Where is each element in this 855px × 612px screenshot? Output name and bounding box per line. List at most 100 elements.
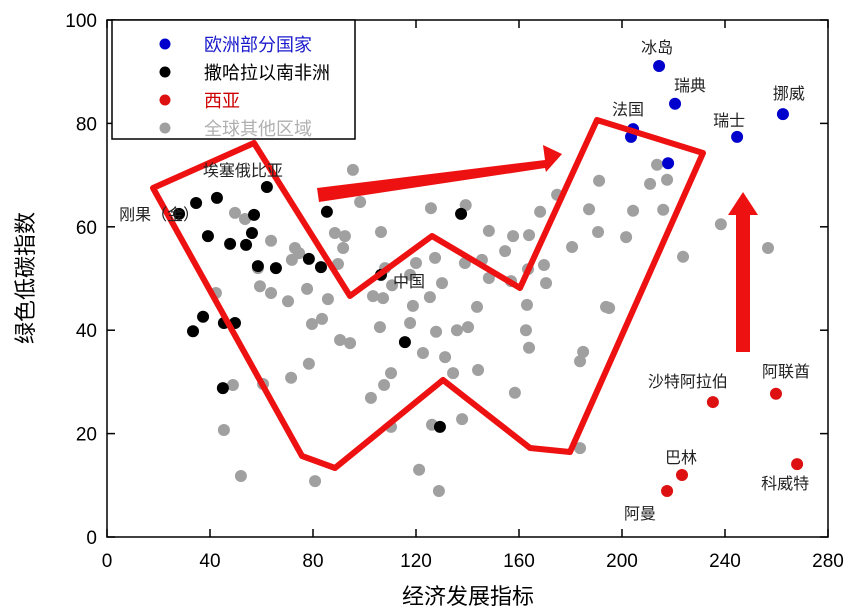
data-point: [398, 336, 411, 349]
point-label: 法国: [612, 100, 644, 119]
data-point: [385, 367, 398, 380]
data-point: [471, 300, 484, 313]
data-point: [459, 199, 472, 212]
data-point: [534, 205, 547, 218]
data-point: [301, 282, 314, 295]
data-point: [302, 357, 315, 370]
y-tick-label: 40: [76, 321, 97, 342]
data-point: [657, 203, 670, 216]
data-point: [433, 420, 446, 433]
data-point: [429, 251, 442, 264]
x-tick-label: 80: [302, 551, 323, 572]
data-points: [173, 60, 804, 497]
data-point: [653, 60, 666, 73]
data-point: [251, 260, 264, 273]
y-tick-label: 80: [76, 114, 97, 135]
data-point: [450, 324, 463, 337]
data-point: [201, 230, 214, 243]
data-point: [455, 207, 468, 220]
data-point: [293, 247, 306, 260]
data-point: [253, 280, 266, 293]
data-point: [540, 277, 553, 290]
data-point: [762, 241, 775, 254]
point-label: 阿联酋: [762, 362, 810, 381]
legend-box: [111, 19, 356, 140]
data-point: [314, 261, 327, 274]
data-point: [226, 379, 239, 392]
point-label: 瑞典: [674, 76, 706, 95]
data-point: [346, 163, 359, 176]
data-point: [662, 157, 675, 170]
x-tick-label: 160: [503, 551, 535, 572]
data-point: [566, 240, 579, 253]
data-point: [386, 279, 399, 292]
data-point: [627, 204, 640, 217]
arrow-up: [728, 192, 758, 352]
data-point: [791, 458, 804, 471]
data-point: [285, 371, 298, 384]
y-tick-label: 20: [76, 425, 97, 446]
data-point: [706, 396, 719, 409]
data-point: [197, 310, 210, 323]
data-point: [776, 108, 789, 121]
point-label: 科威特: [761, 474, 809, 493]
data-point: [600, 300, 613, 313]
data-point: [472, 364, 485, 377]
legend-label: 欧洲部分国家: [204, 35, 312, 56]
data-point: [302, 252, 315, 265]
data-point: [537, 259, 550, 272]
data-point: [519, 324, 532, 337]
data-point: [316, 312, 329, 325]
data-point: [424, 202, 437, 215]
data-point: [309, 475, 322, 488]
data-point: [439, 351, 452, 364]
x-tick-label: 0: [102, 551, 113, 572]
point-label: 瑞士: [713, 111, 745, 130]
data-point: [520, 298, 533, 311]
data-point: [344, 337, 357, 350]
data-point: [245, 227, 258, 240]
data-point: [482, 271, 495, 284]
data-point: [260, 180, 273, 193]
data-point: [190, 197, 203, 210]
data-point: [228, 206, 241, 219]
point-label: 阿曼: [624, 504, 656, 523]
data-point: [413, 463, 426, 476]
data-point: [675, 468, 688, 481]
data-point: [248, 208, 261, 221]
y-axis-label: 绿色低碳指数: [14, 212, 39, 344]
red-annotations: [150, 117, 758, 471]
data-point: [377, 292, 390, 305]
data-point: [337, 241, 350, 254]
legend-label: 全球其他区域: [204, 119, 312, 140]
data-point: [410, 256, 422, 269]
x-tick-label: 240: [709, 551, 741, 572]
data-point: [462, 321, 475, 334]
data-point: [406, 299, 419, 312]
data-point: [374, 225, 387, 238]
legend-marker: [159, 122, 171, 134]
data-point: [499, 245, 512, 258]
data-point: [321, 293, 334, 306]
data-point: [187, 325, 200, 338]
data-point: [320, 205, 333, 218]
data-point: [661, 173, 674, 186]
point-label: 刚果（金）: [119, 205, 199, 224]
data-point: [583, 203, 596, 216]
legend-marker: [159, 94, 171, 106]
legend-marker: [159, 38, 171, 50]
data-point: [644, 177, 657, 190]
data-point: [366, 290, 379, 303]
data-point: [282, 295, 295, 308]
x-axis-label: 经济发展指标: [402, 585, 534, 610]
data-point: [523, 341, 536, 354]
w-shape-outline: [150, 117, 706, 471]
x-tick-label: 280: [812, 551, 844, 572]
legend-label: 撒哈拉以南非洲: [204, 63, 330, 84]
point-label: 巴林: [665, 448, 697, 467]
data-point: [677, 250, 690, 263]
point-label: 挪威: [773, 84, 805, 103]
axes: 0 40 80 120 160 200 240 280 0 20 40 60 80 100: [65, 11, 844, 572]
data-point: [234, 469, 247, 482]
